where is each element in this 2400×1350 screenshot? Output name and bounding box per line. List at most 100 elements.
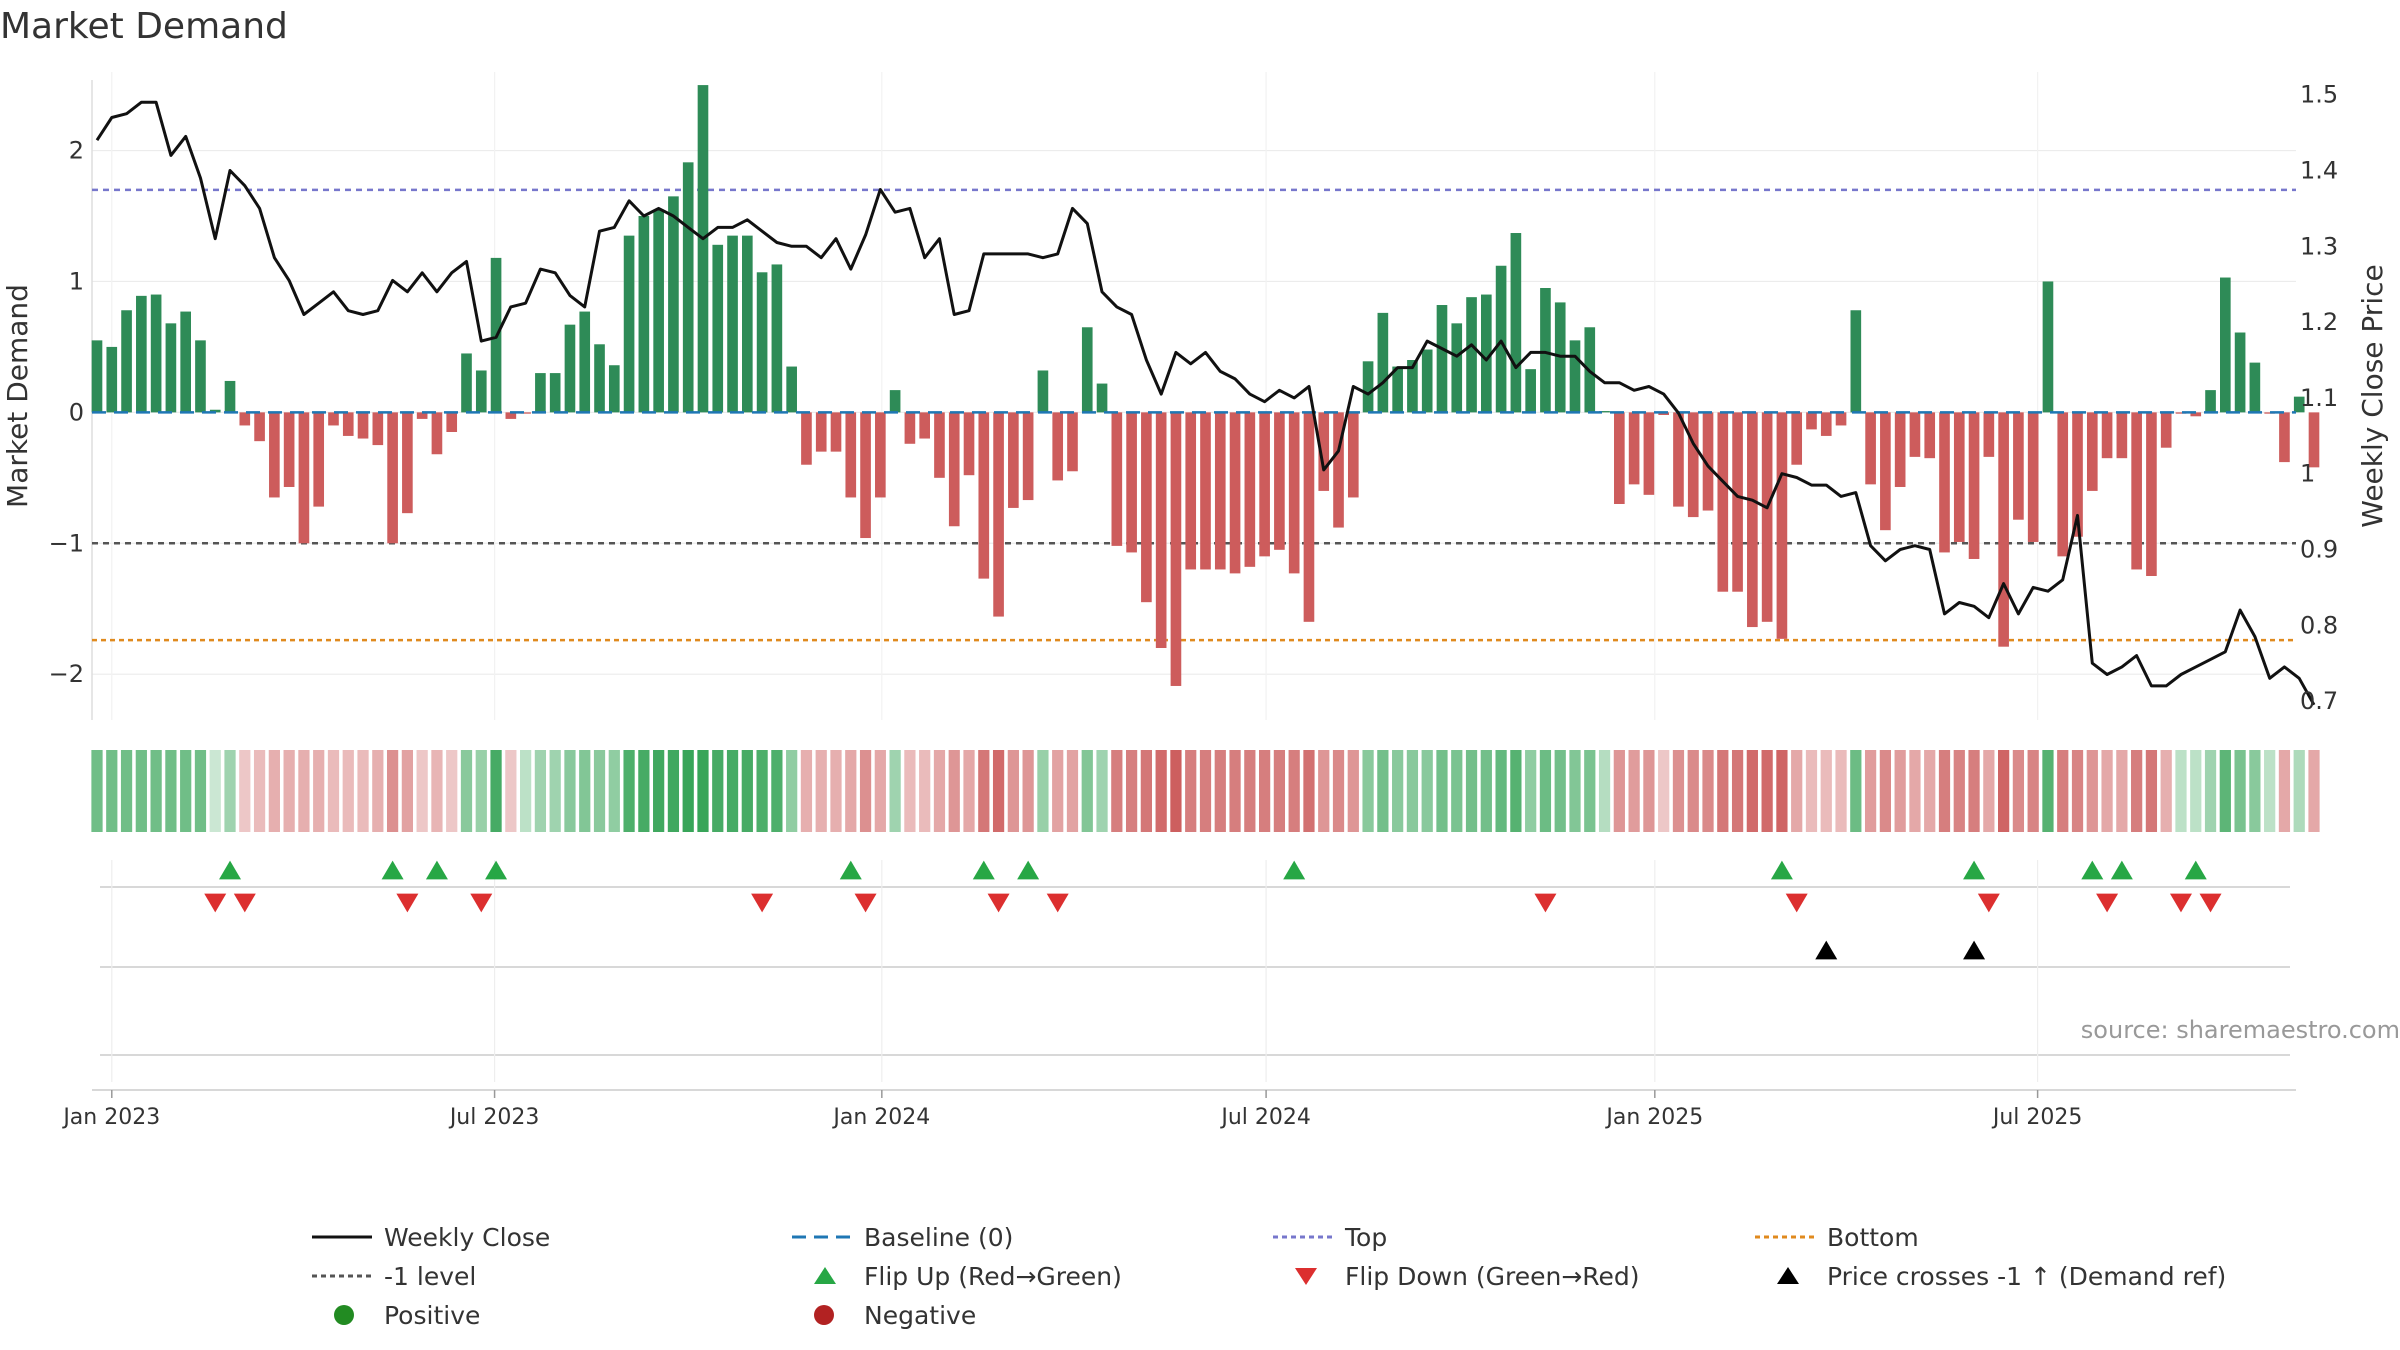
demand-bar bbox=[1081, 327, 1093, 413]
legend-negative-label: Negative bbox=[864, 1301, 976, 1330]
demand-bar bbox=[446, 412, 458, 432]
strip-cell bbox=[1406, 750, 1419, 832]
strip-cell bbox=[2293, 750, 2305, 832]
chart-title: Market Demand bbox=[0, 6, 288, 47]
strip-cell bbox=[1332, 750, 1345, 832]
demand-bar bbox=[1835, 412, 1847, 426]
strip-cell bbox=[1288, 750, 1300, 832]
strip-cell bbox=[1761, 750, 1773, 832]
flip-down-marker bbox=[2199, 893, 2222, 913]
demand-bar bbox=[1155, 412, 1167, 648]
strip-cell bbox=[1052, 750, 1064, 832]
flip-up-marker bbox=[1770, 860, 1793, 880]
demand-bar bbox=[638, 216, 650, 413]
demand-bar bbox=[2219, 277, 2231, 413]
demand-bar bbox=[2308, 412, 2320, 468]
demand-bar bbox=[904, 412, 916, 444]
demand-bar bbox=[269, 412, 280, 498]
strip-cell bbox=[2219, 750, 2231, 832]
strip-cell bbox=[564, 750, 576, 832]
demand-bars bbox=[91, 85, 2320, 686]
x-tick-label: Jan 2023 bbox=[61, 1105, 160, 1130]
demand-bar bbox=[2146, 412, 2157, 576]
strip-cell bbox=[978, 750, 990, 832]
strip-cell bbox=[2145, 750, 2158, 832]
strip-cell bbox=[1362, 750, 1374, 832]
strip-cell bbox=[1007, 750, 1019, 832]
demand-bar bbox=[771, 264, 783, 413]
strip-cell bbox=[2234, 750, 2246, 832]
strip-cell bbox=[1096, 750, 1108, 832]
demand-bar bbox=[1953, 412, 1965, 542]
demand-heat-strip bbox=[91, 750, 2320, 832]
demand-bar bbox=[1806, 412, 1817, 430]
demand-bar bbox=[1421, 349, 1433, 413]
strip-cell bbox=[1894, 750, 1906, 832]
demand-bar bbox=[830, 412, 842, 452]
legend-negative-swatch bbox=[814, 1305, 834, 1325]
demand-bar bbox=[1259, 412, 1270, 557]
demand-bar bbox=[1776, 412, 1788, 639]
demand-bar bbox=[564, 324, 576, 413]
strip-cell bbox=[1465, 750, 1478, 832]
demand-bar bbox=[1067, 412, 1078, 472]
strip-cell bbox=[2042, 750, 2054, 832]
right-tick-label: 1.2 bbox=[2300, 308, 2338, 336]
y-axis-label-left: Market Demand bbox=[1, 284, 34, 508]
strip-cell bbox=[2278, 750, 2291, 832]
demand-bar bbox=[328, 412, 339, 426]
demand-bar bbox=[2190, 412, 2202, 417]
demand-bar bbox=[1096, 383, 1108, 413]
demand-bar bbox=[1673, 412, 1684, 507]
demand-bar bbox=[712, 244, 724, 413]
demand-bar bbox=[623, 235, 635, 413]
x-tick-label: Jul 2024 bbox=[1219, 1105, 1311, 1130]
strip-cell bbox=[771, 750, 783, 832]
strip-cell bbox=[653, 750, 665, 832]
strip-cell bbox=[253, 750, 266, 832]
demand-bar bbox=[475, 370, 487, 413]
demand-bar bbox=[195, 340, 206, 413]
demand-bar bbox=[1185, 412, 1197, 570]
strip-cell bbox=[1229, 750, 1241, 832]
strip-cell bbox=[2116, 750, 2128, 832]
demand-bar bbox=[416, 412, 428, 419]
right-tick-label: 0.8 bbox=[2300, 611, 2338, 639]
legend-price-cross-label: Price crosses -1 ↑ (Demand ref) bbox=[1827, 1262, 2226, 1291]
legend-flip-up-label: Flip Up (Red→Green) bbox=[864, 1262, 1122, 1291]
demand-bar bbox=[741, 235, 753, 413]
demand-bar bbox=[1998, 412, 2009, 647]
strip-cell bbox=[2264, 750, 2276, 832]
strip-cell bbox=[401, 750, 413, 832]
demand-bar bbox=[402, 412, 413, 514]
demand-bar bbox=[224, 380, 236, 413]
demand-bar bbox=[1480, 294, 1492, 413]
strip-cell bbox=[933, 750, 946, 832]
flip-up-marker bbox=[1283, 860, 1306, 880]
strip-cell bbox=[1998, 750, 2010, 832]
demand-bar bbox=[2279, 412, 2290, 463]
strip-cell bbox=[283, 750, 295, 832]
demand-bar bbox=[786, 366, 797, 413]
strip-cell bbox=[1111, 750, 1123, 832]
strip-cell bbox=[549, 750, 561, 832]
strip-cell bbox=[2308, 750, 2320, 832]
strip-cell bbox=[1140, 750, 1152, 832]
flip-down-marker bbox=[854, 893, 877, 913]
strip-cell bbox=[1347, 750, 1359, 832]
flip-down-marker bbox=[1534, 893, 1557, 913]
demand-bar bbox=[1111, 412, 1123, 546]
demand-bar bbox=[461, 353, 472, 413]
strip-cell bbox=[815, 750, 827, 832]
strip-cell bbox=[135, 750, 147, 832]
demand-bar bbox=[682, 162, 694, 413]
x-tick-label: Jan 2024 bbox=[831, 1105, 930, 1130]
demand-bar bbox=[1362, 361, 1374, 413]
strip-cell bbox=[786, 750, 798, 832]
strip-cell bbox=[1628, 750, 1640, 832]
demand-bar bbox=[1436, 305, 1448, 413]
demand-bar bbox=[815, 412, 827, 452]
flip-down-marker bbox=[396, 893, 419, 913]
flip-up-marker bbox=[1017, 860, 1040, 880]
demand-bar bbox=[579, 311, 591, 413]
